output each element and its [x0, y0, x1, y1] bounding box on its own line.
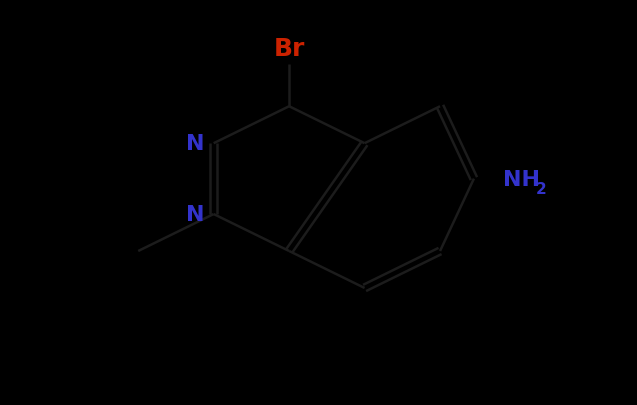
Text: 2: 2	[536, 182, 547, 197]
Text: N: N	[186, 205, 204, 224]
Text: Br: Br	[273, 37, 305, 61]
Text: NH: NH	[503, 169, 540, 189]
Text: N: N	[186, 134, 204, 154]
